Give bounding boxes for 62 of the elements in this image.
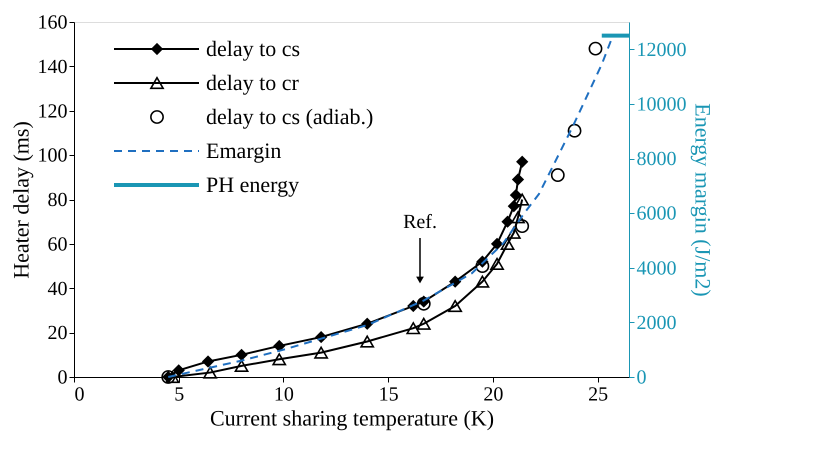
point [568, 124, 582, 138]
point [360, 335, 374, 348]
y2-tick-label: 2000 [636, 312, 676, 334]
point [406, 322, 420, 334]
x-tick-label: 25 [588, 384, 608, 406]
x-tick-label: 20 [483, 384, 504, 406]
point [172, 364, 185, 376]
point [272, 353, 286, 366]
y-tick-label: 60 [48, 233, 68, 256]
point [202, 355, 214, 368]
y2-tick-label: 4000 [636, 257, 676, 280]
y-tick-label: 160 [38, 12, 68, 34]
x-tick-label: 10 [274, 384, 294, 406]
legend-label: PH energy [206, 172, 300, 197]
x-tick-label: 15 [378, 384, 399, 406]
point [490, 258, 504, 270]
point [314, 346, 328, 359]
y2-tick-label: 8000 [636, 148, 676, 170]
point [475, 275, 490, 288]
point [235, 348, 248, 361]
legend-label: Emargin [206, 138, 282, 163]
y-tick-label: 100 [38, 144, 68, 167]
point [515, 219, 530, 234]
point [508, 200, 520, 212]
y2-tick-label: 6000 [636, 202, 676, 225]
y-axis-title: Heater delay (ms) [8, 121, 34, 279]
y-tick-label: 0 [58, 366, 68, 388]
point [516, 156, 528, 168]
legend-label: delay to cs [206, 36, 300, 61]
point [449, 275, 462, 288]
y-tick-label: 80 [48, 189, 68, 211]
point [416, 318, 431, 330]
legend-label: delay to cr [206, 70, 300, 95]
point [166, 370, 180, 384]
point [515, 193, 530, 206]
point [506, 226, 521, 239]
y2-axis-title: Energy margin (J/m2) [690, 103, 716, 297]
legend-label: delay to cs (adiab.) [206, 104, 374, 129]
x-tick-label: 5 [174, 384, 184, 406]
y-tick-label: 140 [38, 56, 68, 78]
point [361, 318, 374, 330]
point [511, 211, 525, 224]
y2-tick-label: 0 [636, 366, 646, 388]
point [500, 238, 514, 250]
y2-tick-label: 10000 [636, 93, 686, 116]
point [203, 366, 218, 379]
annotation: Ref. [403, 211, 437, 233]
point [512, 173, 524, 186]
point [550, 168, 565, 182]
point [501, 216, 514, 228]
x-tick-label: 0 [74, 384, 84, 406]
point [448, 300, 462, 312]
y-tick-label: 20 [48, 322, 68, 344]
point [588, 42, 602, 56]
y-tick-label: 120 [38, 100, 68, 122]
y2-tick-label: 12000 [636, 38, 686, 61]
x-axis-title: Current sharing temperature (K) [210, 406, 494, 430]
point [416, 296, 431, 311]
point [490, 238, 504, 250]
point [510, 188, 522, 202]
point [234, 360, 248, 372]
y-tick-label: 40 [48, 278, 68, 300]
